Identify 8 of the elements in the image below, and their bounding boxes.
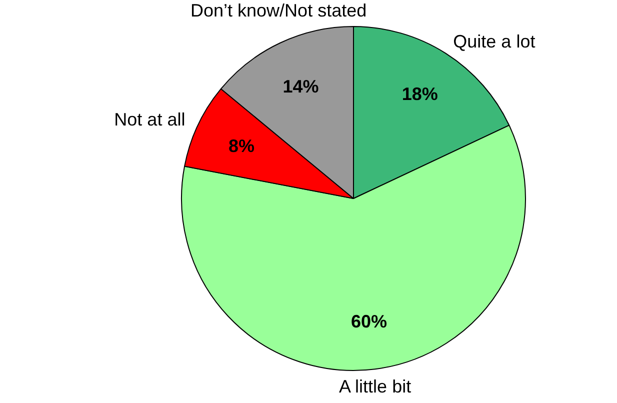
- slice-label: Don’t know/Not stated: [190, 0, 367, 20]
- data-label: 60%: [351, 311, 388, 332]
- slice-label: Quite a lot: [453, 31, 536, 52]
- data-label: 18%: [402, 84, 438, 104]
- slice-label: Not at all: [114, 109, 186, 130]
- slice-label: A little bit: [339, 376, 412, 396]
- data-label: 14%: [282, 76, 319, 96]
- data-label: 8%: [228, 136, 254, 156]
